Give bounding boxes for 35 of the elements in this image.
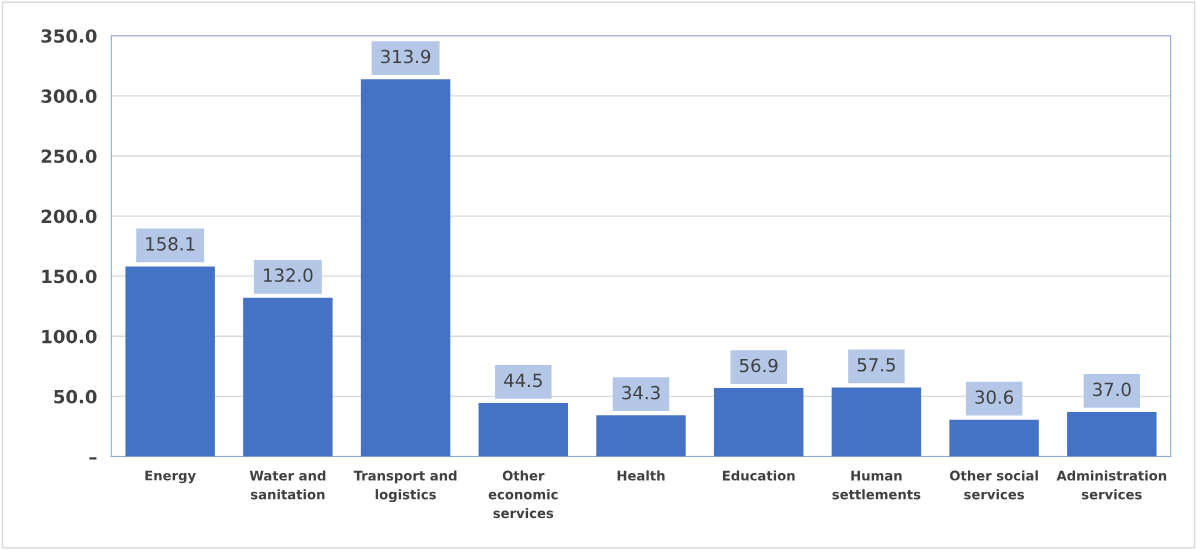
- x-tick-label: Administration services: [1056, 470, 1167, 500]
- y-tick-label: 150.0: [42, 269, 97, 284]
- data-label: 37.0: [1093, 382, 1131, 397]
- x-tick-label: Other economic services: [488, 470, 558, 519]
- bar: [713, 388, 804, 457]
- bar: [1067, 412, 1157, 457]
- data-label: 57.5: [857, 358, 895, 372]
- y-tick-label: 300.0: [41, 89, 97, 103]
- y-tick-label: –: [89, 457, 97, 460]
- bar: [360, 79, 451, 457]
- x-tick-label: Water and sanitation: [249, 470, 326, 500]
- y-tick-label: 250.0: [41, 149, 97, 164]
- bar: [596, 415, 686, 457]
- data-label: 132.0: [264, 268, 313, 283]
- bar: [125, 266, 215, 457]
- x-tick-label: Education: [722, 470, 795, 481]
- data-label: 34.3: [622, 385, 660, 400]
- x-tick-label: Human settlements: [832, 470, 921, 500]
- x-tick-label: Other social services: [949, 470, 1038, 500]
- data-label: 44.5: [504, 373, 542, 388]
- x-tick-label: Transport and logistics: [353, 470, 457, 503]
- bar: [949, 419, 1039, 457]
- bar: [243, 297, 333, 457]
- y-tick-label: 350.0: [41, 29, 97, 43]
- data-label: 30.6: [975, 390, 1014, 404]
- y-tick-label: 100.0: [42, 329, 97, 344]
- data-label: 158.1: [146, 236, 195, 251]
- data-label: 56.9: [739, 358, 778, 373]
- x-tick-label: Health: [617, 470, 665, 481]
- bar: [478, 403, 569, 457]
- y-tick-label: 200.0: [41, 209, 97, 224]
- bar: [831, 387, 922, 457]
- y-tick-label: 50.0: [54, 389, 97, 404]
- x-tick-label: Energy: [145, 470, 196, 484]
- data-label: 313.9: [381, 49, 431, 64]
